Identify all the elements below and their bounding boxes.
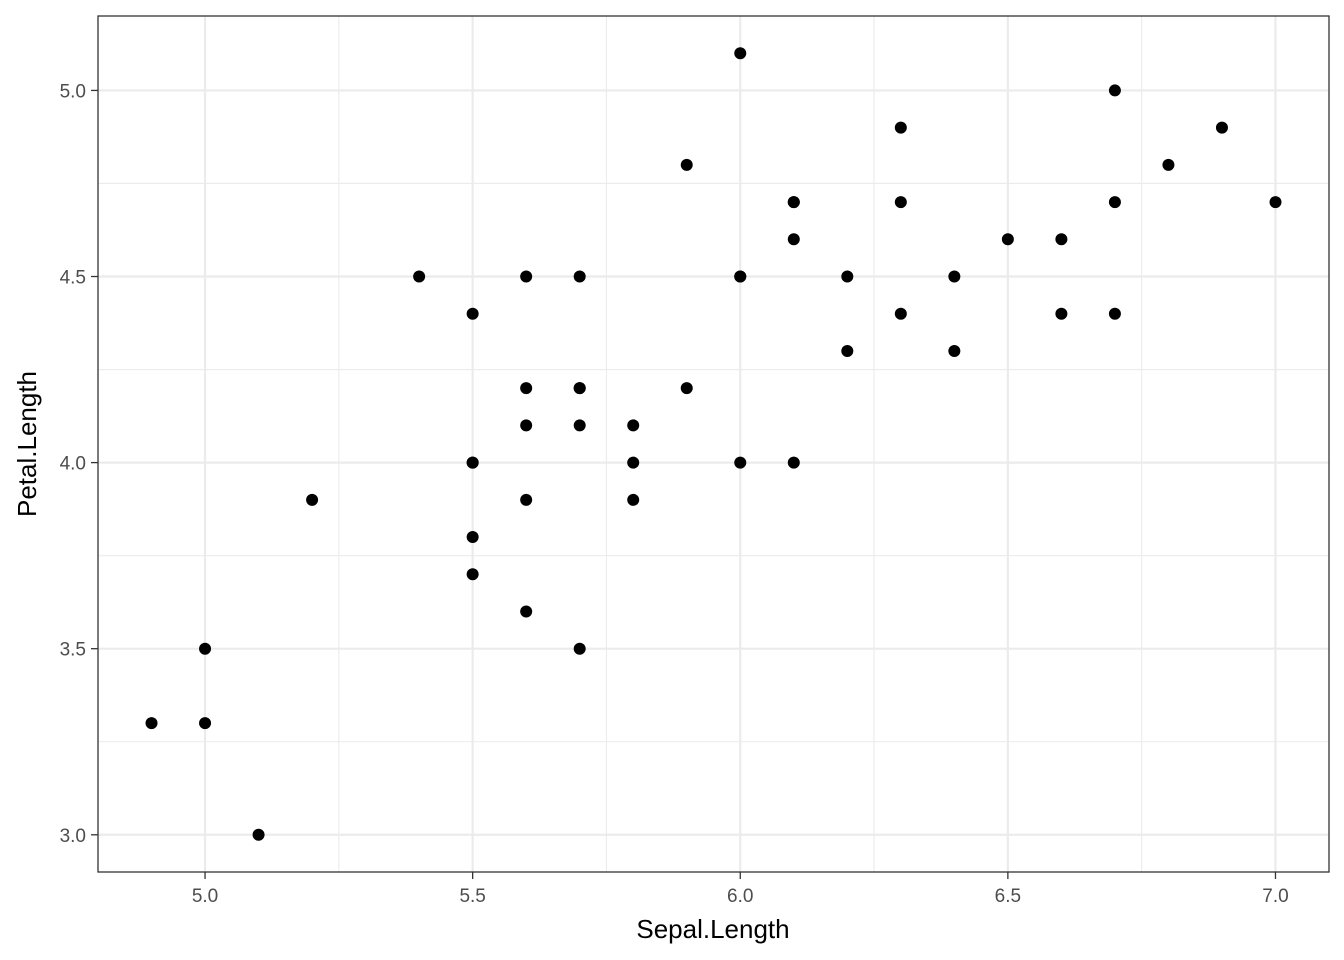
y-tick-label: 5.0 [60,81,86,102]
data-point [520,382,533,395]
data-point [573,419,586,432]
x-tick-label: 5.0 [192,886,218,907]
x-tick-label: 6.5 [995,886,1021,907]
data-point [520,493,533,506]
x-tick-label: 5.5 [459,886,485,907]
major-gridlines [98,16,1329,872]
data-point [1001,233,1014,246]
y-tick-label: 4.0 [60,454,86,475]
data-point [894,196,907,209]
data-point [573,382,586,395]
data-point [252,828,265,841]
y-tick-label: 3.5 [60,640,86,661]
y-tick-label: 4.5 [60,268,86,289]
data-point [466,307,479,320]
data-point [894,307,907,320]
data-point [1108,196,1121,209]
data-point [734,270,747,283]
data-point [520,419,533,432]
data-point [413,270,426,283]
plot-panel-background [98,16,1329,872]
data-point [306,493,319,506]
data-point [199,642,212,655]
data-point [787,456,800,469]
x-tick-label: 6.0 [727,886,753,907]
data-point [1108,84,1121,97]
data-point [894,121,907,134]
data-point [466,456,479,469]
x-tick-label: 7.0 [1262,886,1288,907]
data-point [520,270,533,283]
data-point [1055,307,1068,320]
data-point [627,419,640,432]
data-point [1269,196,1282,209]
data-point [787,233,800,246]
data-point [573,270,586,283]
x-axis-ticks: 5.0 5.5 6.0 6.5 7.0 [192,872,1289,907]
data-point [841,344,854,357]
minor-gridlines [98,16,1329,872]
y-tick-label: 3.0 [60,826,86,847]
data-point [948,270,961,283]
data-point [734,47,747,60]
data-point [573,642,586,655]
data-point [199,717,212,730]
data-point [145,717,158,730]
data-point [627,456,640,469]
plot-panel-border [97,15,1330,873]
data-point [680,382,693,395]
data-point [520,605,533,618]
data-point [466,531,479,544]
data-point [1055,233,1068,246]
data-point [734,456,747,469]
y-axis-ticks: 3.0 3.5 4.0 4.5 5.0 [60,81,98,847]
x-axis-title: Sepal.Length [636,914,789,944]
data-point [948,344,961,357]
data-point [680,158,693,171]
data-points [145,47,1282,841]
data-point [1108,307,1121,320]
data-point [627,493,640,506]
data-point [466,568,479,581]
data-point [1215,121,1228,134]
data-point [787,196,800,209]
data-point [1162,158,1175,171]
y-axis-title: Petal.Length [12,371,42,517]
data-point [841,270,854,283]
